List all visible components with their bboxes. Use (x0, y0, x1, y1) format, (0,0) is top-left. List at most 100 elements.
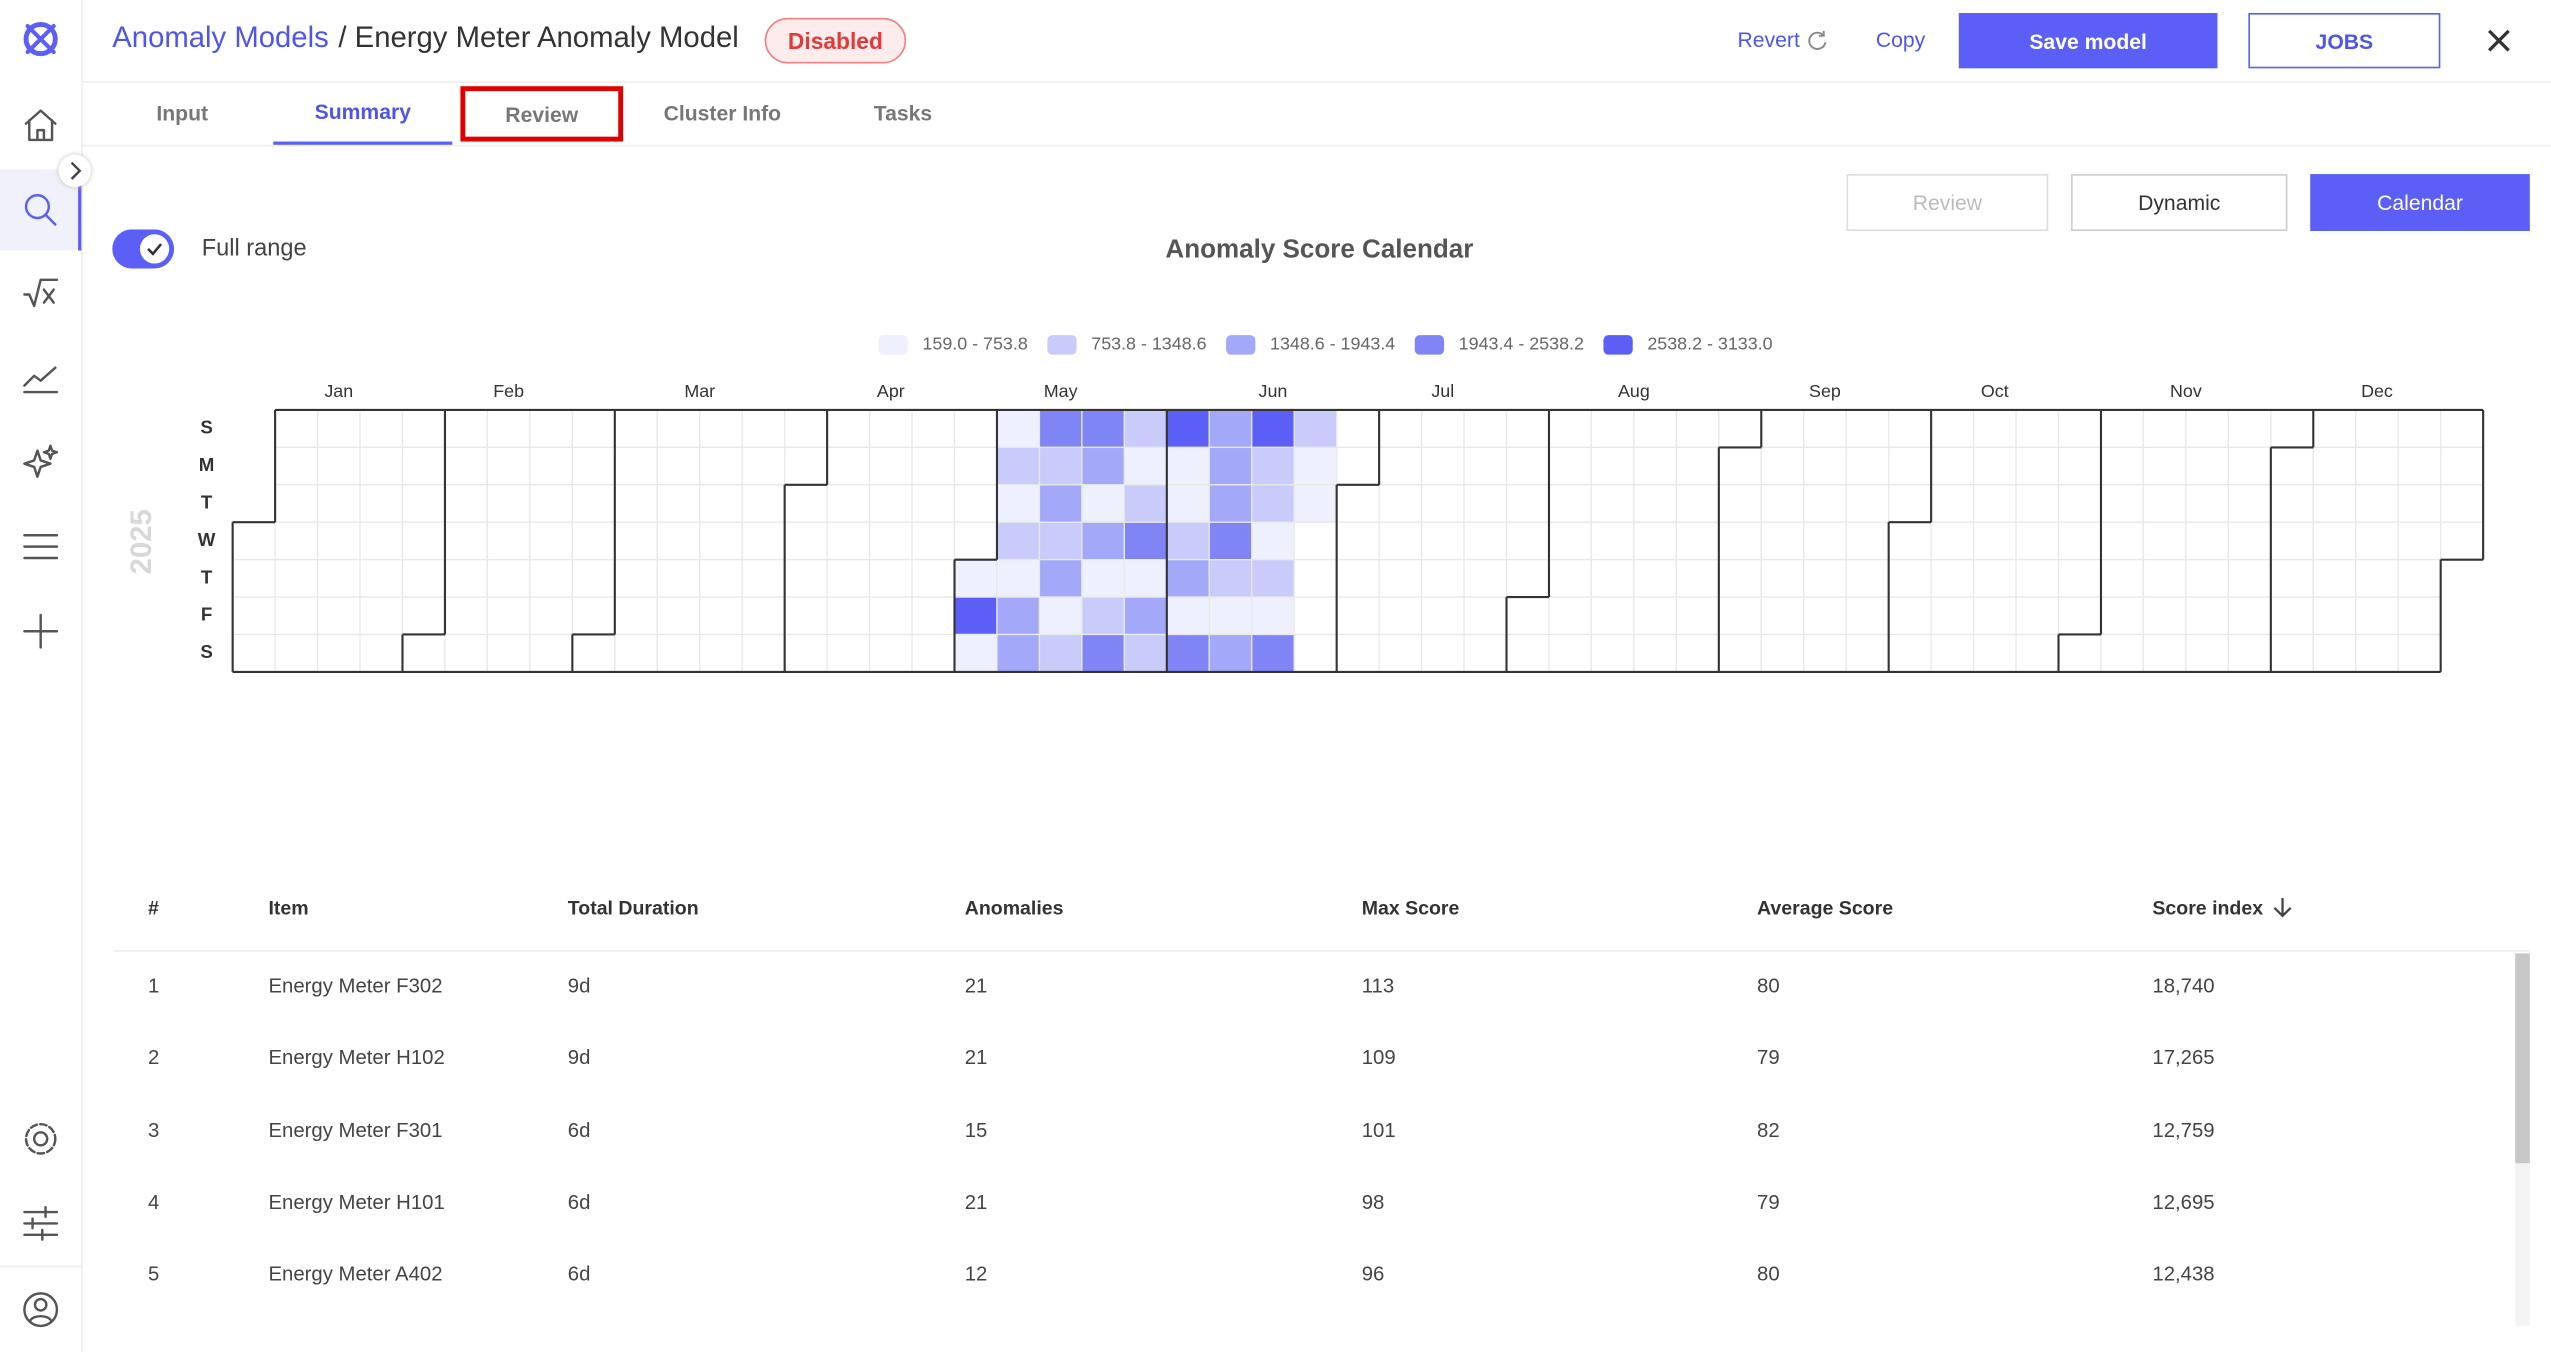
tab[interactable]: Tasks (873, 100, 933, 126)
empty-cell (1505, 409, 1550, 449)
empty-cell (486, 559, 531, 598)
empty-cell (1293, 596, 1338, 636)
empty-cell (529, 521, 573, 561)
tab[interactable]: Cluster Info (663, 100, 782, 126)
day-cell (1166, 446, 1210, 486)
table-cell: Energy Meter F301 (268, 1118, 443, 1142)
empty-cell (2312, 633, 2357, 673)
tab[interactable]: Input (156, 100, 209, 126)
empty-cell (1972, 409, 2017, 449)
formula-icon[interactable] (20, 272, 62, 314)
empty-cell (274, 446, 319, 486)
tab-highlighted[interactable]: Review (460, 86, 624, 142)
sort-icon[interactable] (2271, 896, 2294, 919)
day-cell (1293, 446, 1338, 486)
empty-cell (784, 596, 828, 636)
tab-active[interactable]: Summary (273, 81, 453, 145)
empty-cell (1548, 559, 1593, 598)
list-icon[interactable] (20, 525, 62, 567)
empty-cell (2227, 521, 2272, 561)
day-cell (1081, 409, 1126, 449)
empty-cell (2397, 559, 2442, 598)
empty-cell (2185, 409, 2230, 449)
empty-cell (359, 446, 404, 486)
column-header: Average Score (1757, 896, 1894, 920)
table-cell: 21 (964, 1190, 988, 1214)
jobs-button[interactable]: JOBS (2248, 13, 2441, 69)
empty-cell (2100, 446, 2145, 486)
weekday-label: M (199, 454, 215, 475)
empty-cell (1590, 484, 1635, 523)
settings-icon[interactable] (20, 1118, 62, 1160)
empty-cell (359, 559, 404, 598)
empty-cell (359, 409, 404, 449)
empty-cell (699, 484, 743, 523)
empty-cell (1718, 559, 1762, 598)
user-icon[interactable] (20, 1289, 62, 1331)
day-cell (953, 559, 998, 598)
empty-cell (2100, 633, 2145, 673)
empty-cell (1633, 484, 1678, 523)
empty-cell (1505, 559, 1550, 598)
month-label: Jul (1431, 381, 1454, 401)
logo[interactable] (20, 18, 62, 60)
day-cell (1081, 446, 1126, 486)
empty-cell (571, 633, 616, 673)
empty-cell (274, 521, 319, 561)
empty-cell (1803, 484, 1847, 523)
empty-cell (826, 559, 871, 598)
empty-cell (2227, 596, 2272, 636)
day-cell (1251, 446, 1295, 486)
empty-cell (274, 484, 319, 523)
empty-cell (868, 559, 913, 598)
day-cell (1038, 633, 1083, 673)
empty-cell (316, 446, 361, 486)
search-icon[interactable] (20, 189, 62, 231)
empty-cell (1633, 409, 1678, 449)
empty-cell (401, 521, 446, 561)
home-icon[interactable] (20, 104, 62, 146)
day-cell (996, 559, 1041, 598)
weekday-label: S (200, 417, 212, 438)
day-cell (1251, 521, 1295, 561)
add-icon[interactable] (20, 610, 62, 652)
empty-cell (2397, 521, 2442, 561)
empty-cell (316, 559, 361, 598)
empty-cell (2142, 409, 2187, 449)
empty-cell (1633, 521, 1678, 561)
dynamic-view-button[interactable]: Dynamic (2071, 174, 2288, 232)
table-cell: 4 (148, 1190, 160, 1214)
calendar-view-button[interactable]: Calendar (2310, 174, 2530, 232)
day-cell (1166, 521, 1210, 561)
day-cell (1038, 521, 1083, 561)
empty-cell (741, 633, 786, 673)
close-button[interactable] (2486, 28, 2512, 54)
breadcrumb-link[interactable]: Anomaly Models (112, 21, 329, 54)
day-cell (1293, 409, 1338, 449)
empty-cell (2100, 521, 2145, 561)
save-button[interactable]: Save model (1958, 13, 2218, 69)
copy-button[interactable]: Copy (1875, 27, 1926, 53)
empty-cell (911, 559, 956, 598)
table-cell: 2 (148, 1046, 160, 1070)
empty-cell (1972, 633, 2017, 673)
empty-cell (444, 521, 489, 561)
empty-cell (486, 446, 531, 486)
empty-cell (1888, 446, 1932, 486)
day-cell (1166, 596, 1210, 636)
sparkle-icon[interactable] (20, 441, 62, 483)
revert-button[interactable]: Revert (1737, 27, 1800, 53)
month-label: May (1044, 381, 1078, 401)
expand-button[interactable] (58, 154, 92, 188)
sliders-icon[interactable] (20, 1202, 62, 1244)
empty-cell (2312, 521, 2357, 561)
scrollbar-thumb[interactable] (2515, 953, 2530, 1164)
full-range-toggle[interactable] (112, 229, 175, 269)
table-cell: 82 (1757, 1118, 1780, 1142)
empty-cell (359, 521, 404, 561)
empty-cell (274, 596, 319, 636)
table-cell: 12,759 (2152, 1118, 2215, 1142)
empty-cell (1378, 633, 1423, 673)
trend-icon[interactable] (20, 356, 62, 398)
empty-cell (571, 484, 616, 523)
